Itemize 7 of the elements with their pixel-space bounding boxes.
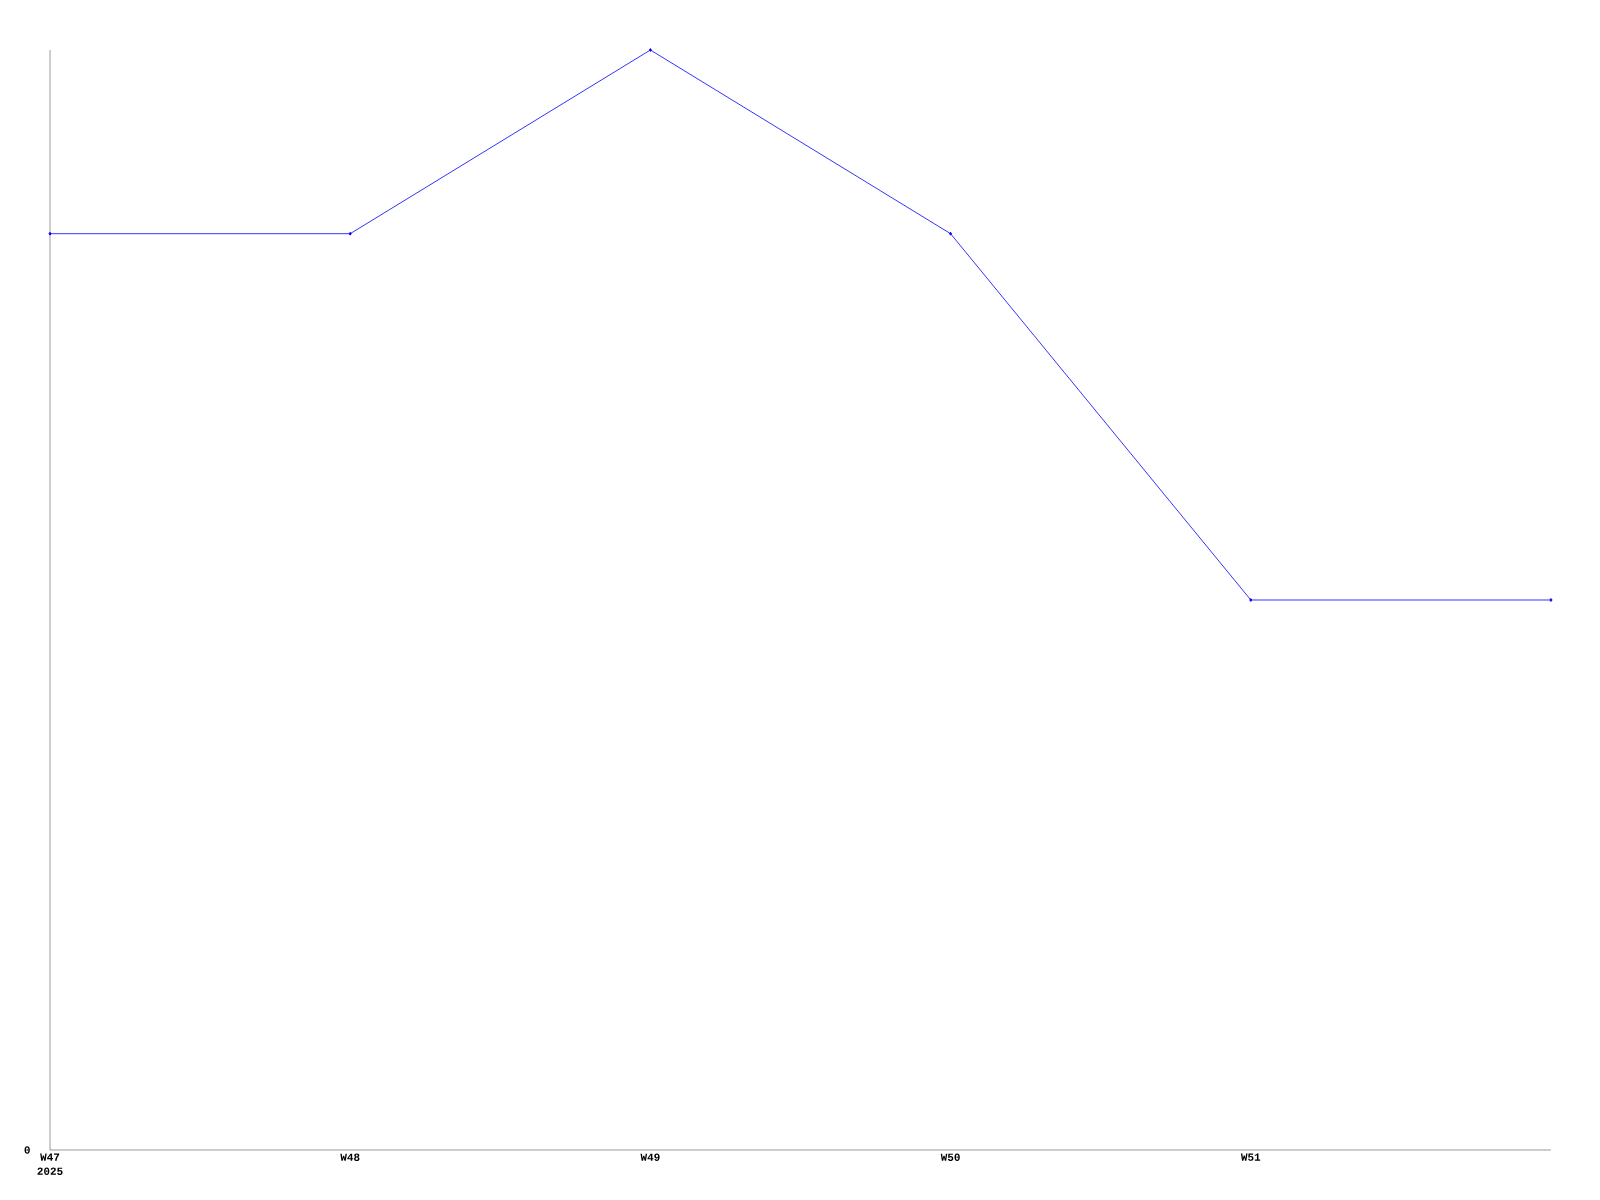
x-tick-label: W47 — [40, 1153, 60, 1161]
x-tick-label: W49 — [640, 1153, 660, 1161]
x-tick-label: W50 — [940, 1153, 960, 1161]
x-tick-label: W48 — [340, 1153, 360, 1161]
x-tick-label: W51 — [1240, 1153, 1261, 1161]
text: 2025 — [37, 1167, 63, 1175]
text: 0 — [24, 1146, 30, 1154]
